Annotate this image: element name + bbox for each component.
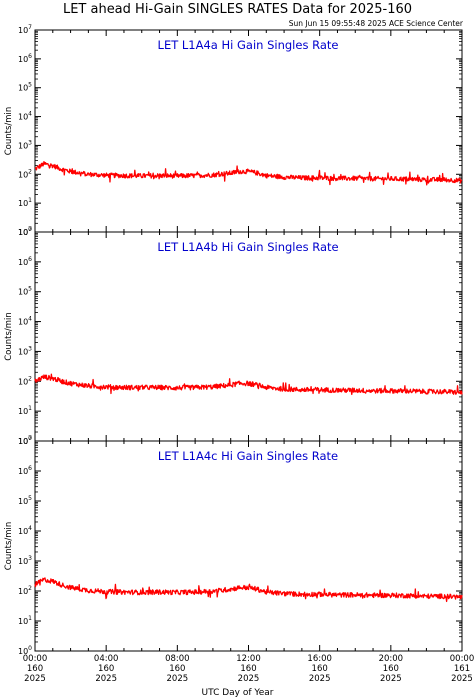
x-tick-label: 2025 <box>24 674 46 684</box>
x-axis-label: UTC Day of Year <box>201 688 274 698</box>
x-tick-label: 2025 <box>95 674 117 684</box>
series-line <box>34 161 463 186</box>
y-tick-label: 106 <box>18 465 32 476</box>
y-axis-label: Counts/min <box>4 312 14 361</box>
panel-title: LET L1A4a Hi Gain Singles Rate <box>158 38 339 52</box>
y-tick-label: 100 <box>18 226 32 237</box>
y-tick-label: 103 <box>18 139 32 150</box>
y-tick-label: 100 <box>18 645 32 656</box>
x-tick-label: 160 <box>169 664 185 674</box>
x-tick-label: 160 <box>98 664 114 674</box>
series-line <box>34 373 463 396</box>
x-tick-label: 2025 <box>167 674 189 684</box>
x-tick-label: 160 <box>312 664 328 674</box>
y-tick-label: 107 <box>18 226 32 237</box>
x-tick-label: 00:00 <box>450 654 475 664</box>
y-tick-label: 101 <box>18 615 32 626</box>
x-tick-label: 2025 <box>380 674 402 684</box>
y-tick-label: 103 <box>18 345 32 356</box>
series-line <box>34 577 463 603</box>
figure-timestamp: Sun Jun 15 09:55:48 2025 ACE Science Cen… <box>288 19 463 28</box>
y-tick-label: 104 <box>18 111 32 122</box>
x-tick-label: 2025 <box>309 674 331 684</box>
x-tick-label: 04:00 <box>94 654 119 664</box>
y-axis-label: Counts/min <box>4 522 14 571</box>
x-tick-label: 12:00 <box>236 654 261 664</box>
y-tick-label: 101 <box>18 197 32 208</box>
x-tick-label: 161 <box>454 664 470 674</box>
plot-frame-2 <box>34 231 463 442</box>
plot-frame-1 <box>34 29 463 233</box>
y-tick-label: 105 <box>18 286 32 297</box>
x-tick-label: 00:00 <box>23 654 48 664</box>
y-tick-label: 102 <box>18 375 32 386</box>
y-tick-label: 105 <box>18 82 32 93</box>
y-tick-label: 107 <box>18 435 32 446</box>
x-tick-label: 160 <box>240 664 256 674</box>
panel-title: LET L1A4c Hi Gain Singles Rate <box>158 449 338 463</box>
x-tick-label: 08:00 <box>165 654 190 664</box>
y-tick-label: 101 <box>18 405 32 416</box>
panel-title: LET L1A4b Hi Gain Singles Rate <box>157 240 338 254</box>
y-tick-label: 104 <box>18 316 32 327</box>
y-tick-label: 106 <box>18 53 32 64</box>
y-tick-label: 107 <box>18 24 32 35</box>
y-tick-label: 105 <box>18 495 32 506</box>
y-tick-label: 102 <box>18 168 32 179</box>
figure-title: LET ahead Hi-Gain SINGLES RATES Data for… <box>62 2 413 17</box>
y-tick-label: 103 <box>18 555 32 566</box>
y-tick-label: 102 <box>18 585 32 596</box>
x-tick-label: 2025 <box>451 674 473 684</box>
x-tick-label: 20:00 <box>379 654 404 664</box>
y-axis-label: Counts/min <box>4 107 14 156</box>
plot-frame-3 <box>34 440 463 652</box>
y-tick-label: 106 <box>18 256 32 267</box>
x-tick-label: 160 <box>27 664 43 674</box>
y-tick-label: 100 <box>18 435 32 446</box>
y-tick-label: 104 <box>18 525 32 536</box>
x-tick-label: 2025 <box>238 674 260 684</box>
x-tick-label: 16:00 <box>307 654 332 664</box>
x-tick-label: 160 <box>383 664 399 674</box>
